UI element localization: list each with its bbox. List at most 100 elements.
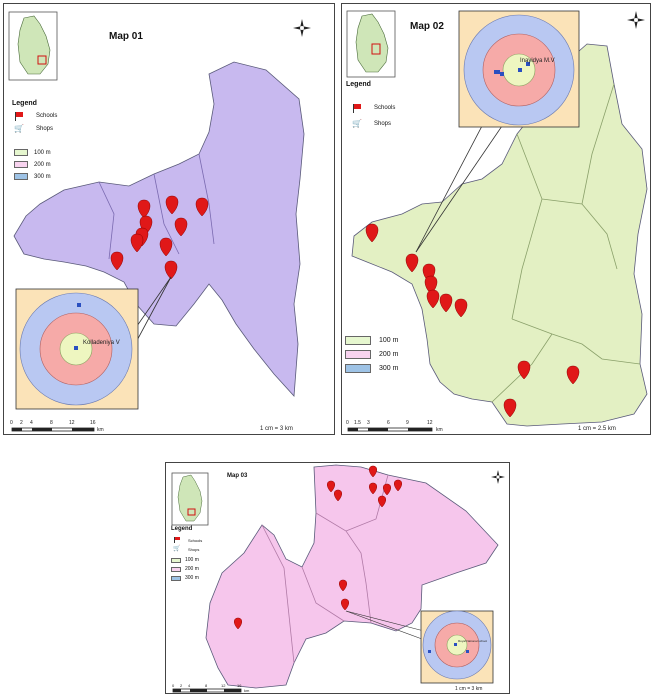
map-03-region [205,464,499,689]
map-02-compass-rose [627,11,645,29]
scale-tick: 1.5 [354,420,361,426]
map-03-school-markers [234,465,402,630]
legend-buffer-300: 300 m [171,575,199,581]
map-01-locator-map [8,11,58,81]
scale-tick: 0 [10,420,13,426]
scale-tick: 0 [346,420,349,426]
school-marker [341,598,349,611]
map-03-locator-map [171,472,209,526]
legend-title: Legend [171,526,193,532]
scale-tick: 8 [50,420,53,426]
legend-shops: 🛒 Shops [173,546,200,552]
scale-tick: 16 [237,683,242,688]
scale-tick: 4 [188,683,191,688]
map-02-region [351,43,648,427]
legend-buffer-100: 100 m [171,557,199,563]
school-marker [405,253,419,273]
school-marker [165,195,179,215]
scale-unit: km [244,688,250,693]
scale-tick: 0 [172,683,175,688]
legend-buffer-200: 200 m [14,161,51,168]
legend-buffer-100: 100 m [14,149,51,156]
school-marker [137,199,151,219]
school-marker [424,275,438,295]
legend-buffer-300: 300 m [14,173,51,180]
map-title: Map 03 [227,473,248,479]
scale-tick: 8 [205,683,208,688]
map-02-scale-bar [347,427,433,432]
school-marker [164,260,178,280]
scale-tick: 4 [30,420,33,426]
map-02-school-markers [365,223,580,418]
school-marker [159,237,173,257]
map-01-canvas [8,11,311,432]
legend-schools: Schools [173,537,202,543]
legend-schools: Schools [352,104,395,113]
map-01-school-markers [110,195,209,280]
school-marker [426,289,440,309]
map-03-compass-rose [491,470,505,484]
map-02-locator-map [346,10,396,78]
map-02-panel: Map 02 Legend Schools 🛒 Shops 100 m 200 … [341,3,651,435]
map-03-canvas [171,464,505,693]
map-03-scale-bar [172,688,242,693]
flag-icon [14,112,24,121]
school-marker [365,223,379,243]
school-marker [454,298,468,318]
school-marker [383,483,391,496]
scale-tick: 12 [427,420,433,426]
scale-text: 1 cm = 3 km [260,426,293,432]
map-01-panel: Map 01 Legend Schools 🛒 Shops 100 m 200 … [3,3,335,435]
legend-title: Legend [12,100,37,107]
scale-tick: 12 [69,420,75,426]
legend-buffer-100: 100 m [345,336,398,345]
school-marker [439,293,453,313]
school-marker [327,480,335,493]
flag-icon [352,104,362,113]
scale-text: 1 cm = 2.5 km [578,426,616,432]
scale-text: 1 cm = 3 km [455,686,483,692]
scale-tick: 2 [180,683,183,688]
school-marker [378,495,386,508]
cart-icon: 🛒 [14,124,24,133]
school-marker [334,489,342,502]
scale-tick: 3 [367,420,370,426]
school-marker [369,482,377,495]
inset-school-label: Inayidya M.V [520,58,555,64]
cart-icon: 🛒 [173,546,181,552]
inset-school-label: Kolladeniya V [83,340,120,346]
school-marker [517,360,531,380]
school-marker [195,197,209,217]
school-marker [174,217,188,237]
legend-buffer-200: 200 m [345,350,398,359]
map-title: Map 01 [109,31,143,42]
school-marker [234,617,242,630]
legend-shops: 🛒 Shops [352,119,392,128]
school-marker [130,233,144,253]
scale-tick: 6 [387,420,390,426]
legend-title: Legend [346,81,371,88]
legend-buffer-200: 200 m [171,566,199,572]
map-02-canvas [346,10,648,432]
legend-schools: Schools [14,112,57,121]
scale-tick: 9 [406,420,409,426]
cart-icon: 🛒 [352,119,362,128]
legend-buffer-300: 300 m [345,364,398,373]
map-01-scale-bar [11,427,95,432]
scale-unit: km [436,427,443,433]
school-marker [566,365,580,385]
inset-school-label: Royal National school [458,639,488,643]
school-marker [369,465,377,478]
legend-shops: 🛒 Shops [14,124,54,133]
scale-tick: 2 [20,420,23,426]
scale-tick: 12 [221,683,226,688]
school-marker [110,251,124,271]
school-marker [394,479,402,492]
scale-tick: 16 [90,420,96,426]
map-title: Map 02 [410,21,444,32]
map-01-compass-rose [293,19,311,37]
scale-unit: km [97,427,104,433]
school-marker [503,398,517,418]
map-03-panel: Map 03 Legend Schools 🛒 Shops 100 m 200 … [165,462,510,694]
school-marker [339,579,347,592]
